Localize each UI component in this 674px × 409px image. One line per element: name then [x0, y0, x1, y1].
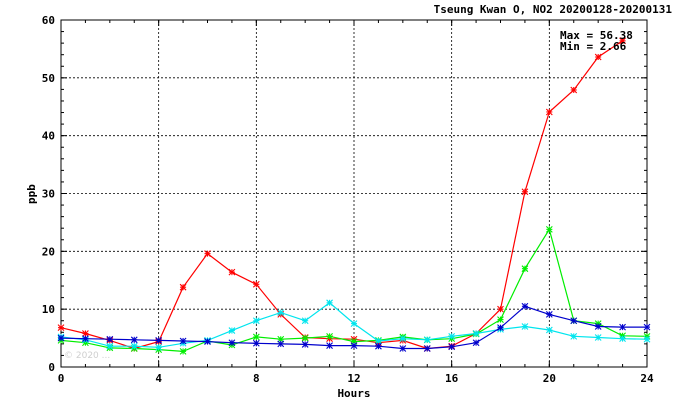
- data-point: [326, 342, 333, 349]
- data-point: [570, 86, 578, 94]
- y-tick-label: 20: [42, 245, 55, 258]
- data-point: [301, 317, 309, 325]
- data-point: [619, 335, 626, 343]
- data-point: [252, 333, 260, 341]
- data-point: [179, 347, 187, 355]
- x-tick-label: 20: [543, 372, 556, 385]
- watermark: © 2020 ...: [64, 351, 110, 361]
- data-point: [375, 337, 382, 345]
- data-point: [228, 327, 236, 334]
- y-tick-label: 40: [42, 130, 55, 143]
- data-point: [57, 334, 65, 342]
- data-point: [155, 337, 163, 344]
- data-point: [301, 334, 309, 342]
- data-point: [521, 188, 529, 196]
- data-point: [472, 330, 480, 337]
- data-point: [350, 320, 358, 328]
- x-tick-label: 8: [253, 372, 260, 385]
- grid: [61, 20, 647, 367]
- data-point: [155, 343, 163, 351]
- data-point: [619, 323, 626, 331]
- data-point: [570, 332, 578, 340]
- data-point: [277, 340, 285, 348]
- data-point: [399, 345, 407, 352]
- data-point: [106, 342, 114, 350]
- y-tick-label: 50: [42, 72, 55, 85]
- data-point: [448, 343, 456, 351]
- x-tick-label: 24: [640, 372, 654, 385]
- y-axis-title: ppb: [25, 184, 38, 204]
- data-point: [252, 339, 260, 347]
- data-point: [497, 324, 504, 332]
- data-point: [204, 338, 211, 345]
- series-3: [57, 299, 651, 351]
- data-point: [130, 336, 138, 344]
- data-point: [57, 324, 65, 332]
- data-point: [643, 323, 651, 331]
- data-point: [594, 53, 602, 61]
- x-tick-label: 16: [445, 372, 459, 385]
- data-point: [82, 335, 89, 343]
- data-point: [179, 337, 187, 345]
- x-tick-label: 0: [58, 372, 65, 385]
- x-tick-label: 12: [347, 372, 360, 385]
- data-point: [521, 323, 529, 330]
- data-point: [228, 339, 236, 347]
- data-point: [594, 323, 602, 330]
- series-4: [57, 302, 651, 352]
- chart-title: Tseung Kwan O, NO2 20200128-20200131: [434, 3, 673, 16]
- data-point: [545, 310, 553, 318]
- data-point: [301, 341, 309, 348]
- data-point: [106, 335, 114, 343]
- data-point: [130, 342, 138, 350]
- data-point: [423, 345, 431, 352]
- data-point: [521, 302, 529, 310]
- data-point: [497, 305, 504, 313]
- data-point: [545, 225, 553, 233]
- min-label: Min = 2.66: [560, 40, 627, 53]
- data-point: [545, 326, 553, 334]
- data-point: [326, 299, 333, 307]
- data-point: [521, 265, 529, 273]
- data-point: [570, 317, 578, 325]
- data-point: [375, 342, 382, 350]
- x-tick-label: 4: [155, 372, 162, 385]
- data-point: [252, 317, 260, 325]
- y-tick-label: 10: [42, 303, 55, 316]
- data-point: [179, 283, 187, 291]
- axis-ticks: 0 4 8 12 16 20 24 0 10 20 30 40 50 60: [42, 14, 654, 385]
- data-point: [326, 332, 333, 340]
- data-point: [350, 342, 358, 349]
- data-point: [228, 268, 236, 276]
- data-point: [277, 309, 285, 317]
- data-point: [204, 250, 211, 258]
- y-tick-label: 30: [42, 188, 55, 201]
- data-point: [643, 335, 651, 343]
- data-point: [472, 339, 480, 347]
- data-point: [252, 280, 260, 288]
- data-point: [545, 108, 553, 116]
- x-axis-title: Hours: [337, 387, 370, 400]
- max-label: Max = 56.38: [560, 29, 633, 42]
- data-point: [497, 316, 504, 323]
- data-point: [594, 334, 602, 341]
- data-point: [619, 37, 626, 45]
- data-point: [399, 335, 407, 343]
- data-point: [82, 330, 89, 337]
- y-tick-label: 60: [42, 14, 55, 27]
- data-point: [448, 332, 456, 340]
- data-point: [423, 336, 431, 344]
- y-tick-label: 0: [48, 361, 55, 374]
- series-group: [57, 37, 651, 355]
